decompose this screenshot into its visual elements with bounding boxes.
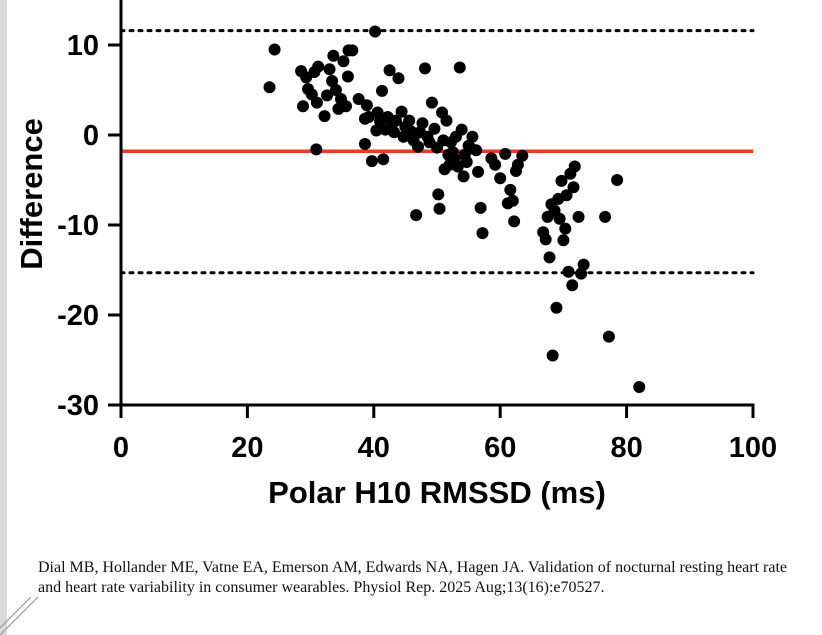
data-point [508,215,521,228]
x-axis-label: Polar H10 RMSSD (ms) [268,475,606,510]
data-point [455,123,468,136]
data-point [321,89,334,102]
x-tick-label: 100 [729,432,777,464]
data-point [297,100,310,113]
data-point [329,84,342,96]
data-point [392,72,405,85]
data-point [470,144,483,157]
data-point [433,202,446,215]
data-point [611,174,624,186]
data-point [370,124,383,137]
data-point [412,140,425,153]
data-point [337,55,350,68]
x-tick-label: 40 [358,432,390,464]
data-point [410,209,423,222]
data-point [453,61,466,74]
data-point [365,155,378,168]
data-point [377,153,390,166]
y-tick-label: -20 [57,300,99,332]
data-point [310,96,323,109]
data-point [341,70,354,83]
data-point [568,160,581,173]
data-point [460,156,473,168]
data-point [567,181,580,194]
data-point [560,189,573,202]
data-point [466,130,479,143]
data-point [572,210,585,223]
data-point [575,267,588,280]
data-point [405,125,418,138]
data-point [403,114,416,127]
data-point [395,105,408,118]
data-point [318,110,331,123]
data-point [327,49,340,62]
x-tick-label: 20 [231,432,263,464]
data-point [494,172,507,185]
data-point [557,234,570,247]
data-point [389,114,402,127]
data-point [489,158,502,171]
data-point [268,43,281,56]
data-point [339,100,352,113]
data-point [539,233,552,246]
data-point [474,201,487,214]
data-point [472,165,485,178]
data-point [511,158,524,171]
data-point [369,25,382,38]
x-tick-label: 60 [484,432,516,464]
data-point [432,188,445,201]
data-point [543,251,556,264]
data-point [323,63,336,76]
data-point [263,81,276,94]
data-point [346,44,359,57]
data-point [352,93,365,105]
data-point [310,143,323,156]
y-tick-label: 10 [67,30,99,62]
data-point [360,99,373,112]
data-point [428,122,441,135]
data-point [416,117,429,130]
data-point [633,381,646,393]
data-point [577,258,590,271]
data-point [559,222,572,235]
window-left-edge [0,0,7,635]
data-point [555,174,568,187]
data-point [504,183,517,196]
data-point [418,62,431,75]
data-point [383,64,396,77]
data-point [566,279,579,292]
data-point [388,126,401,139]
data-point [553,212,566,225]
y-tick-label: -10 [57,210,99,242]
data-point [499,147,512,160]
data-point [516,149,529,162]
resize-corner-icon [0,596,39,635]
x-tick-label: 0 [113,432,129,464]
data-point [362,111,375,123]
data-point [550,301,563,314]
data-point [602,330,615,343]
data-point [457,170,470,183]
x-tick-label: 80 [610,432,642,464]
data-point [312,60,325,73]
data-point [451,160,464,173]
data-point [599,210,612,223]
data-point [440,114,453,127]
data-point [358,138,371,150]
y-tick-label: 0 [83,120,99,152]
y-tick-label: -30 [57,390,99,422]
citation-text: Dial MB, Hollander ME, Vatne EA, Emerson… [38,559,788,596]
data-point [371,106,384,119]
data-point [546,349,559,362]
data-point [326,75,339,87]
data-point [506,194,519,207]
data-point [476,227,489,240]
y-axis-label: Difference [14,118,49,270]
data-point [376,84,389,97]
data-point [562,265,575,278]
data-point [425,96,438,109]
